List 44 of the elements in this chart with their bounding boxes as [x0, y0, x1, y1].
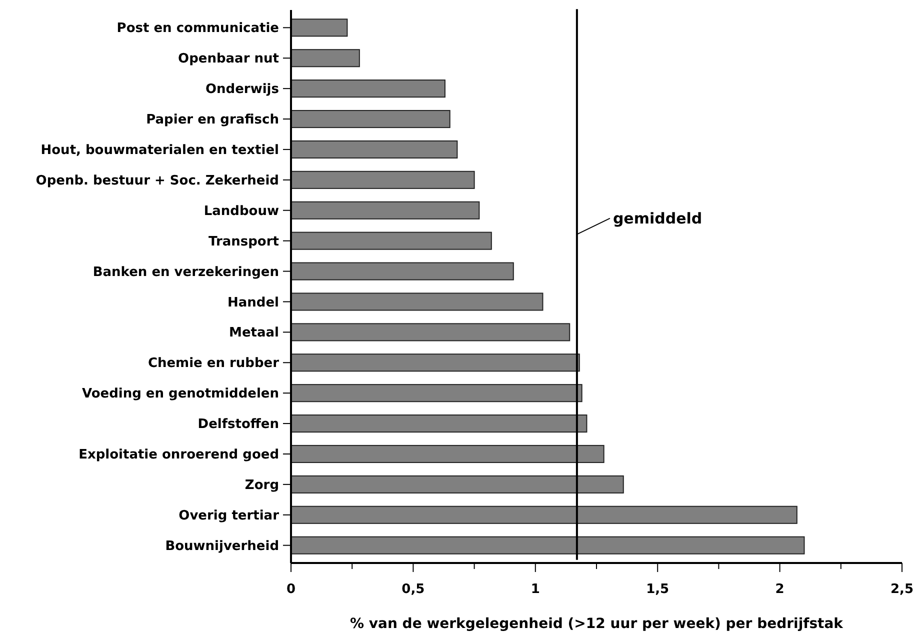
y-tick-label: Handel	[228, 295, 279, 310]
bar	[290, 354, 580, 372]
y-tick-label: Hout, bouwmaterialen en textiel	[40, 143, 279, 158]
y-tick-label: Exploitatie onroerend goed	[78, 448, 279, 463]
x-tick-label: 2	[775, 582, 784, 597]
y-tick-label: Onderwijs	[206, 82, 280, 98]
y-tick-label: Openb. bestuur + Soc. Zekerheid	[36, 173, 279, 188]
bar	[290, 323, 570, 342]
y-tick-label: Delfstoffen	[198, 417, 279, 432]
x-tick-label: 1,5	[646, 582, 670, 597]
bar	[290, 49, 360, 68]
y-tick-label: Landbouw	[204, 204, 279, 219]
y-tick-label: Zorg	[244, 478, 279, 493]
bar	[290, 80, 446, 98]
bar	[290, 384, 582, 402]
bar	[290, 506, 798, 524]
y-tick-label: Metaal	[229, 326, 279, 341]
bar	[290, 414, 588, 433]
y-tick-label: Bouwnijverheid	[165, 538, 279, 554]
bar	[290, 110, 450, 128]
bar	[290, 444, 604, 464]
bar	[290, 232, 492, 250]
bar	[290, 18, 348, 37]
bar	[290, 140, 458, 158]
x-tick-label: 1	[530, 582, 540, 597]
bar	[290, 170, 475, 189]
y-tick-label: Papier en grafisch	[146, 112, 279, 128]
bar	[290, 201, 480, 220]
x-tick-label: 2,5	[890, 582, 914, 597]
y-tick-label: Chemie en rubber	[148, 356, 280, 372]
bar	[290, 292, 544, 311]
bar	[290, 475, 624, 494]
x-tick-label: 0	[286, 582, 296, 597]
y-tick-label: Openbaar nut	[178, 52, 279, 67]
x-axis-title: % van de werkgelegenheid (>12 uur per week) per bedrijfstak	[350, 616, 844, 632]
x-tick-label: 0,5	[402, 582, 425, 597]
y-tick-label: Transport	[208, 234, 279, 250]
y-tick-label: Overig tertiar	[178, 508, 280, 524]
y-tick-label: Banken en verzekeringen	[92, 264, 279, 280]
y-tick-label: Post en communicatie	[116, 21, 280, 36]
bar	[290, 262, 514, 280]
bar	[290, 536, 805, 554]
ref-line-label: gemiddeld	[612, 209, 702, 228]
y-tick-label: Voeding en genotmiddelen	[82, 386, 279, 402]
